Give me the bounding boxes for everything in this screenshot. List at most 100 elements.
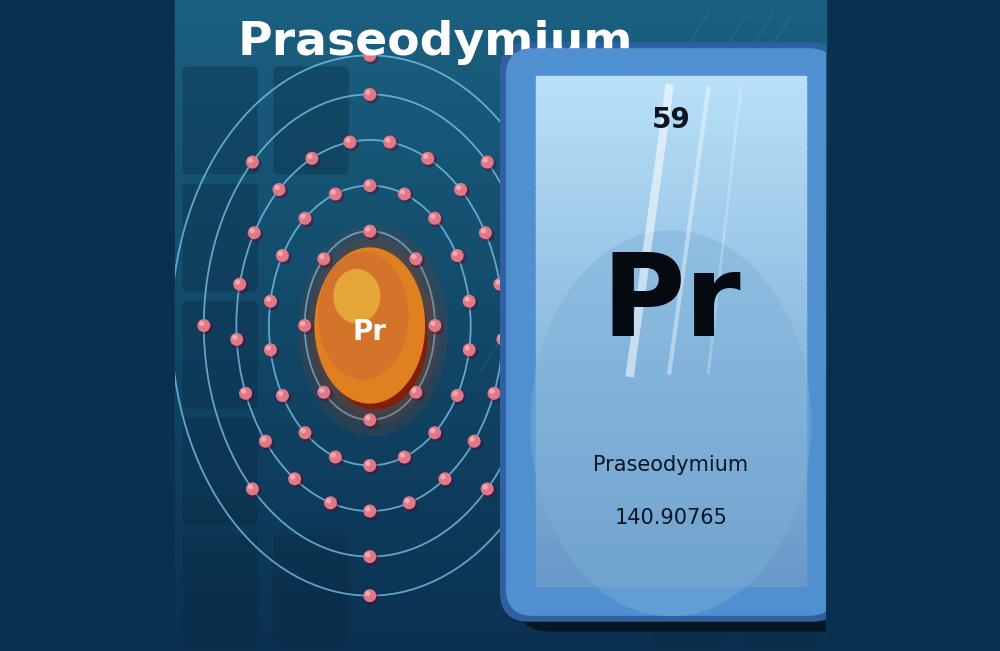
Bar — [175, 575, 826, 581]
Bar — [175, 190, 826, 195]
Bar — [175, 92, 826, 98]
Circle shape — [365, 415, 379, 429]
Bar — [175, 602, 826, 607]
Bar — [175, 282, 826, 288]
Circle shape — [298, 319, 311, 332]
Bar — [175, 407, 826, 412]
Bar — [175, 581, 826, 586]
Bar — [175, 570, 826, 575]
Circle shape — [317, 386, 330, 399]
Bar — [536, 89, 806, 97]
Text: 140.90765: 140.90765 — [614, 508, 727, 527]
Bar — [175, 217, 826, 223]
Circle shape — [259, 435, 272, 448]
Circle shape — [278, 251, 283, 256]
Bar — [536, 387, 806, 395]
Bar — [175, 537, 826, 542]
Circle shape — [299, 320, 314, 335]
Circle shape — [249, 227, 263, 242]
Circle shape — [451, 249, 464, 262]
Circle shape — [300, 321, 305, 326]
Bar — [536, 495, 806, 503]
Bar — [175, 326, 826, 331]
Circle shape — [365, 180, 379, 195]
Circle shape — [298, 212, 311, 225]
Circle shape — [480, 228, 494, 242]
FancyBboxPatch shape — [500, 42, 842, 622]
Bar — [175, 201, 826, 206]
Bar — [536, 241, 806, 249]
Bar — [175, 309, 826, 314]
Text: Praseodymium: Praseodymium — [237, 20, 633, 65]
Bar — [175, 141, 826, 146]
Ellipse shape — [307, 237, 439, 424]
Circle shape — [265, 344, 280, 359]
Bar — [175, 369, 826, 374]
Circle shape — [495, 280, 501, 285]
Bar — [175, 125, 826, 130]
Circle shape — [248, 484, 253, 490]
Bar — [175, 0, 826, 5]
Circle shape — [240, 388, 255, 402]
Circle shape — [430, 320, 444, 335]
Bar — [536, 203, 806, 212]
Circle shape — [239, 387, 252, 400]
Bar — [536, 127, 806, 135]
Bar — [536, 565, 806, 573]
Circle shape — [363, 413, 376, 426]
Bar — [175, 87, 826, 92]
Bar — [175, 49, 826, 54]
Circle shape — [319, 387, 333, 402]
Bar — [175, 385, 826, 391]
Circle shape — [531, 320, 545, 335]
Circle shape — [481, 482, 494, 495]
Ellipse shape — [318, 252, 409, 380]
Circle shape — [300, 214, 306, 219]
Circle shape — [343, 135, 356, 148]
Circle shape — [264, 295, 277, 308]
Circle shape — [464, 296, 478, 311]
Bar — [175, 266, 826, 271]
Bar — [536, 508, 806, 516]
Bar — [175, 532, 826, 537]
Circle shape — [300, 428, 314, 442]
Bar — [536, 95, 806, 104]
Bar — [175, 505, 826, 510]
Bar — [175, 184, 826, 190]
Bar — [175, 618, 826, 624]
Bar — [175, 510, 826, 516]
Bar — [175, 44, 826, 49]
Bar — [175, 33, 826, 38]
Bar — [536, 102, 806, 110]
Circle shape — [365, 460, 379, 475]
Bar — [175, 423, 826, 428]
Circle shape — [430, 214, 435, 219]
Circle shape — [307, 154, 313, 159]
Bar — [536, 464, 806, 471]
Bar — [175, 445, 826, 450]
Bar — [536, 210, 806, 217]
Bar — [536, 482, 806, 491]
FancyBboxPatch shape — [273, 66, 349, 174]
FancyBboxPatch shape — [182, 418, 258, 526]
Bar — [536, 215, 806, 224]
Bar — [536, 292, 806, 300]
Bar — [175, 293, 826, 298]
Circle shape — [273, 183, 286, 196]
Circle shape — [398, 187, 411, 201]
Circle shape — [365, 461, 370, 466]
Circle shape — [248, 226, 261, 239]
Text: Pr: Pr — [601, 249, 741, 359]
Bar — [175, 516, 826, 521]
Circle shape — [274, 185, 280, 190]
Circle shape — [331, 189, 336, 195]
Bar — [536, 527, 806, 535]
Circle shape — [498, 334, 512, 348]
Circle shape — [400, 452, 405, 458]
Circle shape — [456, 185, 461, 190]
Bar — [175, 70, 826, 76]
Circle shape — [455, 184, 470, 199]
Bar — [175, 526, 826, 532]
Circle shape — [429, 428, 444, 442]
Bar — [536, 533, 806, 542]
